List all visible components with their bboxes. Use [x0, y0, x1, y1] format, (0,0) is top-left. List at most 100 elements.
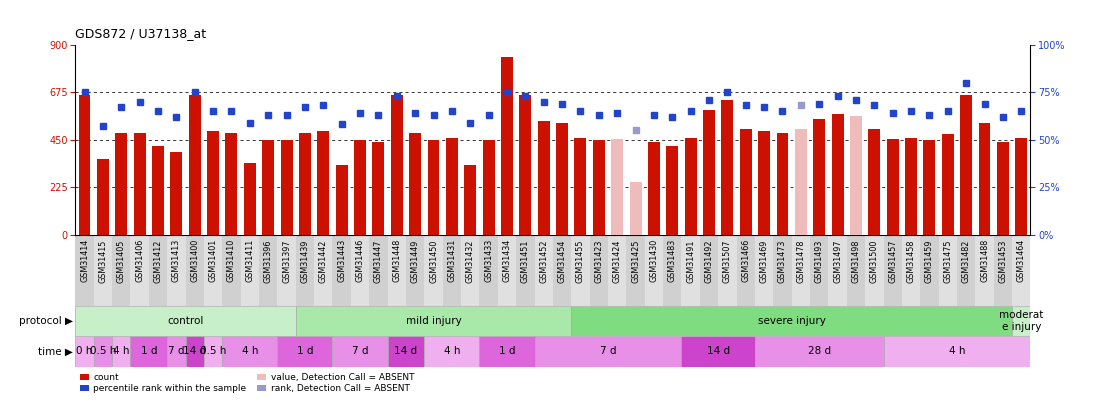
Text: GDS872 / U37138_at: GDS872 / U37138_at: [75, 28, 206, 40]
Bar: [629, 182, 642, 235]
Bar: [259, 235, 277, 306]
Text: GSM31469: GSM31469: [760, 239, 769, 283]
Bar: [296, 235, 315, 306]
Bar: [148, 235, 167, 306]
Bar: [718, 235, 737, 306]
Bar: [167, 235, 185, 306]
Bar: [280, 140, 293, 235]
Bar: [369, 235, 388, 306]
Bar: [226, 133, 237, 235]
Text: GSM31397: GSM31397: [283, 239, 291, 283]
Bar: [464, 165, 476, 235]
Bar: [185, 336, 204, 367]
Text: GSM31475: GSM31475: [943, 239, 952, 283]
Bar: [758, 131, 770, 235]
Bar: [829, 235, 847, 306]
Bar: [961, 95, 972, 235]
Bar: [794, 129, 807, 235]
Bar: [850, 117, 862, 235]
Bar: [810, 235, 829, 306]
Bar: [957, 235, 975, 306]
Text: GSM31424: GSM31424: [613, 239, 622, 283]
Bar: [755, 336, 883, 367]
Bar: [277, 235, 296, 306]
Text: 4 h: 4 h: [443, 346, 460, 356]
Bar: [480, 235, 497, 306]
Bar: [204, 235, 223, 306]
Text: GSM31464: GSM31464: [1017, 239, 1026, 282]
Bar: [171, 152, 183, 235]
Bar: [75, 336, 94, 367]
Text: 7 d: 7 d: [168, 346, 185, 356]
Text: GSM31478: GSM31478: [797, 239, 806, 283]
Text: 1 d: 1 d: [297, 346, 314, 356]
Bar: [994, 235, 1012, 306]
Bar: [740, 129, 751, 235]
Bar: [299, 133, 311, 235]
Bar: [572, 306, 1012, 336]
Bar: [704, 110, 715, 235]
Bar: [923, 140, 935, 235]
Bar: [445, 138, 458, 235]
Bar: [296, 306, 572, 336]
Text: GSM31443: GSM31443: [337, 239, 346, 282]
Bar: [483, 140, 494, 235]
Text: severe injury: severe injury: [758, 316, 825, 326]
Text: 7 d: 7 d: [599, 346, 616, 356]
Text: time ▶: time ▶: [39, 346, 73, 356]
Bar: [777, 133, 789, 235]
Bar: [497, 235, 516, 306]
Bar: [332, 336, 388, 367]
Bar: [681, 235, 700, 306]
Bar: [131, 336, 167, 367]
Bar: [461, 235, 480, 306]
Bar: [902, 235, 921, 306]
Bar: [424, 336, 480, 367]
Bar: [315, 235, 332, 306]
Bar: [167, 336, 185, 367]
Bar: [520, 95, 532, 235]
Text: GSM31405: GSM31405: [116, 239, 126, 283]
Text: GSM31452: GSM31452: [540, 239, 548, 283]
Bar: [94, 336, 112, 367]
Bar: [905, 138, 917, 235]
Bar: [185, 235, 204, 306]
Text: GSM31415: GSM31415: [99, 239, 107, 283]
Bar: [94, 235, 112, 306]
Bar: [572, 235, 589, 306]
Bar: [737, 235, 755, 306]
Bar: [813, 119, 825, 235]
Bar: [75, 235, 94, 306]
Text: GSM31473: GSM31473: [778, 239, 787, 283]
Bar: [556, 123, 568, 235]
Text: 14 d: 14 d: [707, 346, 730, 356]
Text: GSM31431: GSM31431: [448, 239, 456, 282]
Bar: [666, 146, 678, 235]
Legend: count, percentile rank within the sample, value, Detection Call = ABSENT, rank, : count, percentile rank within the sample…: [80, 373, 414, 393]
Bar: [112, 336, 131, 367]
Bar: [553, 235, 572, 306]
Bar: [612, 139, 623, 235]
Bar: [681, 336, 755, 367]
Bar: [188, 95, 201, 235]
Bar: [997, 142, 1009, 235]
Text: GSM31439: GSM31439: [300, 239, 309, 283]
Bar: [372, 142, 384, 235]
Text: GSM31466: GSM31466: [741, 239, 750, 282]
Bar: [317, 131, 329, 235]
Bar: [240, 235, 259, 306]
Text: GSM31450: GSM31450: [429, 239, 438, 283]
Bar: [663, 235, 681, 306]
Bar: [938, 235, 957, 306]
Bar: [480, 336, 534, 367]
Bar: [134, 133, 145, 235]
Bar: [336, 165, 348, 235]
Text: GSM31507: GSM31507: [722, 239, 732, 283]
Text: GSM31488: GSM31488: [979, 239, 989, 282]
Bar: [886, 139, 899, 235]
Bar: [516, 235, 534, 306]
Bar: [443, 235, 461, 306]
Text: GSM31497: GSM31497: [833, 239, 842, 283]
Bar: [593, 140, 605, 235]
Text: moderat
e injury: moderat e injury: [999, 310, 1044, 332]
